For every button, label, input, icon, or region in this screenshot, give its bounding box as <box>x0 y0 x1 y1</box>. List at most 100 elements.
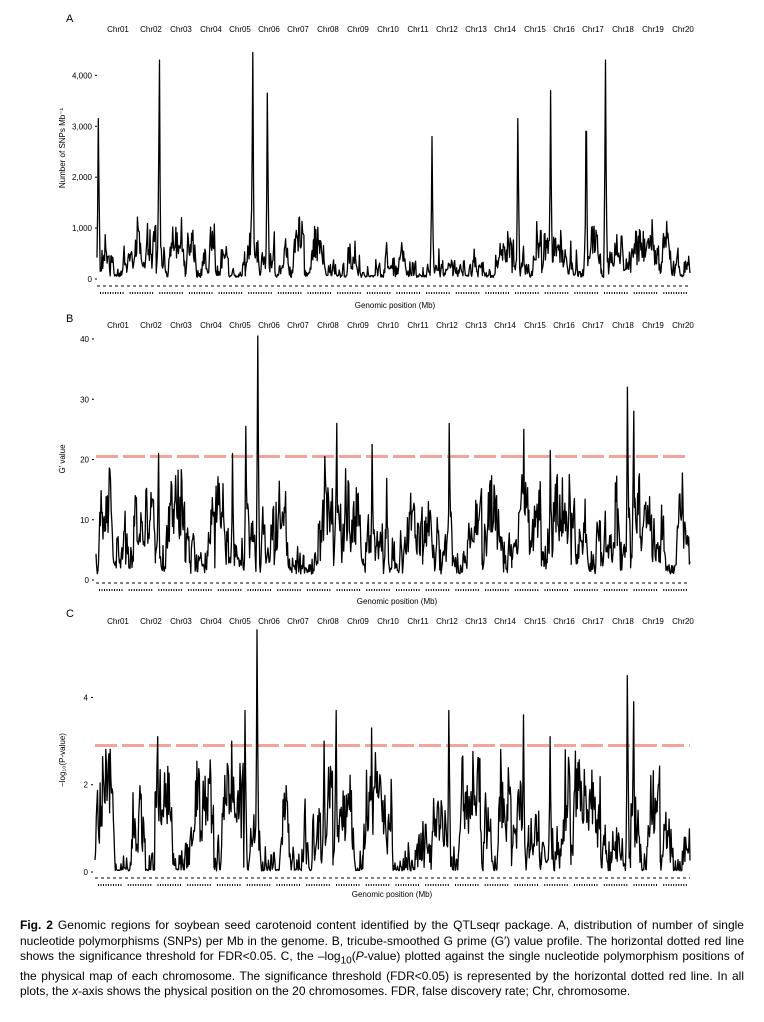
panel-c-data-trace <box>94 629 691 872</box>
chromosome-label: Chr09 <box>347 321 369 330</box>
panel-c-letter: C <box>66 608 74 620</box>
y-tick-label: 20 <box>80 456 89 465</box>
chromosome-label: Chr07 <box>287 25 309 34</box>
panel-c-chromosome-labels: Chr01 Chr02 Chr03 Chr04 Chr05 Chr06 Chr07 Chr08… <box>107 617 694 626</box>
chromosome-label: Chr15 <box>524 617 546 626</box>
y-tick-label: 1,000 <box>72 224 93 233</box>
panel-b-letter: B <box>66 313 73 325</box>
chromosome-label: Chr10 <box>377 321 399 330</box>
chromosome-label: Chr20 <box>672 25 694 34</box>
chromosome-label: Chr11 <box>407 617 429 626</box>
chromosome-label: Chr16 <box>553 617 575 626</box>
chromosome-label: Chr04 <box>200 617 222 626</box>
chromosome-label: Chr19 <box>642 321 664 330</box>
y-tick-label: 10 <box>80 516 89 525</box>
caption-text-part-1: Genomic regions for soybean seed caroten… <box>20 918 744 963</box>
panel-b-y-axis: 0 10 20 30 40 <box>80 335 94 585</box>
chromosome-label: Chr07 <box>287 617 309 626</box>
chromosome-label: Chr14 <box>494 321 516 330</box>
panel-c-y-axis: 0 2 4 <box>84 693 93 877</box>
chromosome-label: Chr04 <box>200 25 222 34</box>
chromosome-label: Chr18 <box>612 25 634 34</box>
caption-text-part-4: -axis shows the physical position on the… <box>78 984 631 999</box>
chromosome-label: Chr10 <box>377 25 399 34</box>
panel-b: B Chr01 Chr02 Chr03 Chr04 Chr05 Chr06 Chr07 Chr… <box>58 313 694 606</box>
chromosome-label: Chr13 <box>465 321 487 330</box>
chromosome-label: Chr17 <box>582 321 604 330</box>
chromosome-label: Chr13 <box>465 617 487 626</box>
chromosome-label: Chr04 <box>200 321 222 330</box>
y-tick-label: 0 <box>88 275 93 284</box>
caption-italic-x: x <box>72 984 79 999</box>
y-tick-label: 4,000 <box>72 71 93 80</box>
chromosome-label: Chr01 <box>107 25 129 34</box>
y-tick-label: 0 <box>84 868 89 877</box>
panel-b-data-trace <box>95 335 691 575</box>
chromosome-label: Chr08 <box>317 617 339 626</box>
figure-caption: Fig. 2 Genomic regions for soybean seed … <box>20 918 744 1000</box>
panel-a-x-axis-label: Genomic position (Mb) <box>355 301 436 310</box>
chromosome-label: Chr11 <box>407 321 429 330</box>
chromosome-label: Chr15 <box>524 321 546 330</box>
panel-a-y-axis-label: Number of SNPs Mb⁻¹ <box>58 108 67 189</box>
chromosome-label: Chr19 <box>642 617 664 626</box>
chromosome-label: Chr10 <box>377 617 399 626</box>
chromosome-label: Chr03 <box>170 25 192 34</box>
chromosome-label: Chr01 <box>107 321 129 330</box>
chromosome-label: Chr05 <box>229 617 251 626</box>
chromosome-label: Chr05 <box>229 321 251 330</box>
chromosome-label: Chr02 <box>140 25 162 34</box>
chromosome-label: Chr20 <box>672 617 694 626</box>
caption-subscript-10: 10 <box>340 955 352 967</box>
chromosome-label: Chr02 <box>140 617 162 626</box>
chromosome-label: Chr18 <box>612 617 634 626</box>
panel-a-y-axis: 0 1,000 2,000 3,000 4,000 <box>72 71 97 284</box>
chromosome-label: Chr16 <box>553 321 575 330</box>
chromosome-label: Chr12 <box>436 617 458 626</box>
chromosome-label: Chr02 <box>140 321 162 330</box>
caption-italic-p: P <box>355 949 364 963</box>
panel-a: A Chr01 Chr02 Chr03 Chr04 Chr05 Chr06 Chr07 Chr… <box>58 13 694 310</box>
chromosome-label: Chr03 <box>170 321 192 330</box>
chromosome-label: Chr01 <box>107 617 129 626</box>
chromosome-label: Chr06 <box>258 617 280 626</box>
chromosome-label: Chr03 <box>170 617 192 626</box>
chromosome-label: Chr07 <box>287 321 309 330</box>
chromosome-label: Chr19 <box>642 25 664 34</box>
caption-text-part-3: -value) plotted against the single nucle… <box>20 949 744 999</box>
chromosome-label: Chr06 <box>258 321 280 330</box>
chromosome-label: Chr13 <box>465 25 487 34</box>
figure-panels: A Chr01 Chr02 Chr03 Chr04 Chr05 Chr06 Chr07 Chr… <box>58 13 694 899</box>
panel-a-data-trace <box>96 51 691 279</box>
chromosome-label: Chr17 <box>582 25 604 34</box>
chromosome-label: Chr09 <box>347 25 369 34</box>
caption-text-part-2: ( <box>351 949 356 963</box>
chromosome-label: Chr16 <box>553 25 575 34</box>
panel-b-y-axis-label: G′ value <box>58 444 67 474</box>
panel-c-y-axis-label: −log₁₀(P-value) <box>58 733 67 787</box>
chromosome-label: Chr09 <box>347 617 369 626</box>
panel-a-chromosome-labels: Chr01 Chr02 Chr03 Chr04 Chr05 Chr06 Chr07 Chr08… <box>107 25 694 34</box>
panel-a-x-axis-ticks <box>97 285 690 294</box>
chromosome-label: Chr20 <box>672 321 694 330</box>
chromosome-label: Chr11 <box>407 25 429 34</box>
chromosome-label: Chr14 <box>494 25 516 34</box>
y-tick-label: 4 <box>84 693 89 702</box>
y-tick-label: 0 <box>85 576 90 585</box>
y-tick-label: 2,000 <box>72 173 93 182</box>
y-tick-label: 30 <box>80 395 89 404</box>
chromosome-label: Chr18 <box>612 321 634 330</box>
panel-b-x-axis-ticks <box>96 582 690 591</box>
panel-a-letter: A <box>66 13 74 25</box>
chromosome-label: Chr12 <box>436 25 458 34</box>
y-tick-label: 3,000 <box>72 122 93 131</box>
caption-figure-label: Fig. 2 <box>20 918 53 932</box>
chromosome-label: Chr17 <box>582 617 604 626</box>
panel-c-x-axis-label: Genomic position (Mb) <box>352 890 433 899</box>
y-tick-label: 40 <box>80 335 89 344</box>
chromosome-label: Chr05 <box>229 25 251 34</box>
y-tick-label: 2 <box>84 781 89 790</box>
panel-c-x-axis-ticks <box>95 877 690 886</box>
chromosome-label: Chr06 <box>258 25 280 34</box>
chromosome-label: Chr15 <box>524 25 546 34</box>
